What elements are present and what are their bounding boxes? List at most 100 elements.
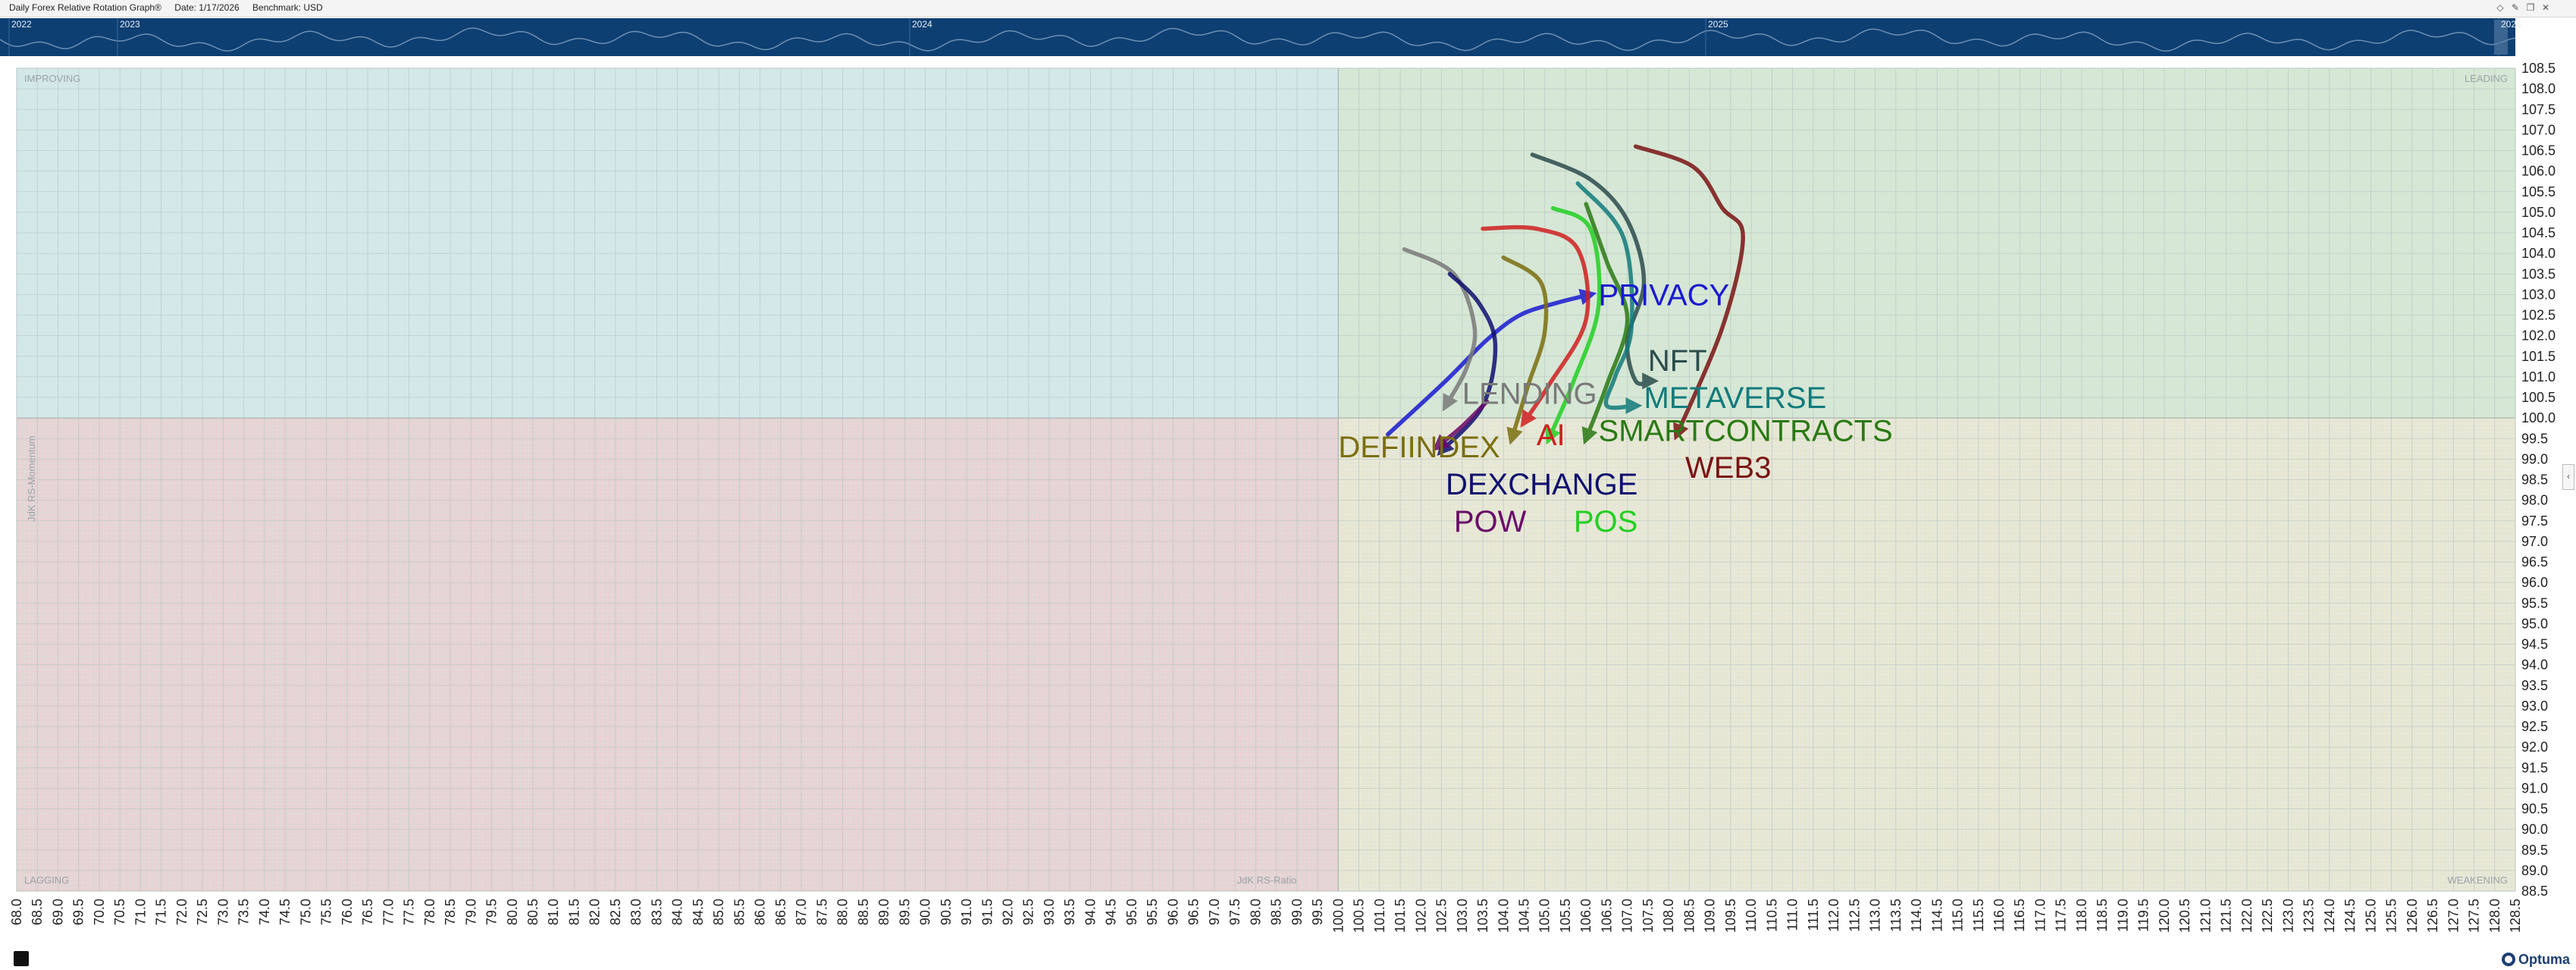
x-tick-label: 114.0 [1909, 899, 1924, 932]
x-tick-label: 70.5 [112, 899, 127, 925]
y-tick-label: 107.5 [2521, 102, 2556, 117]
x-tick-label: 93.5 [1062, 899, 1077, 925]
x-tick-label: 74.5 [277, 899, 293, 925]
x-tick-label: 109.0 [1703, 899, 1718, 933]
y-tick-label: 102.0 [2521, 328, 2556, 344]
y-tick-label: 93.0 [2521, 698, 2548, 714]
x-tick-label: 95.5 [1145, 899, 1160, 925]
x-tick-label: 99.0 [1290, 899, 1305, 925]
y-tick-label: 108.0 [2521, 81, 2556, 96]
x-tick-label: 125.5 [2384, 899, 2399, 933]
x-tick-label: 105.0 [1537, 899, 1553, 933]
y-tick-label: 89.5 [2521, 843, 2548, 858]
x-tick-label: 119.5 [2136, 899, 2151, 932]
chart-title: Daily Forex Relative Rotation Graph® [9, 2, 161, 13]
x-tick-label: 88.5 [856, 899, 871, 925]
x-tick-label: 85.0 [711, 899, 726, 925]
x-tick-label: 99.5 [1310, 899, 1325, 925]
optuma-logo-icon [2501, 953, 2515, 966]
y-tick-label: 96.5 [2521, 554, 2548, 570]
y-tick-label: 97.0 [2521, 534, 2548, 549]
timeline-year-label: 2026 [2501, 19, 2521, 30]
x-tick-label: 110.5 [1764, 899, 1779, 932]
x-tick-label: 91.5 [979, 899, 995, 925]
x-tick-label: 108.0 [1661, 899, 1676, 933]
title-bar: Daily Forex Relative Rotation Graph® Dat… [0, 0, 2576, 17]
side-panel-toggle[interactable]: ‹ [2562, 464, 2574, 490]
x-tick-label: 106.0 [1578, 899, 1594, 933]
x-tick-label: 107.5 [1641, 899, 1656, 933]
x-tick-label: 111.5 [1806, 899, 1821, 931]
x-tick-label: 76.5 [360, 899, 375, 925]
pin-icon[interactable]: ✎ [2511, 2, 2520, 13]
quadrant-label-weakening: WEAKENING [2448, 874, 2508, 886]
x-tick-label: 84.5 [691, 899, 706, 925]
tail-defiindex [1501, 255, 1549, 445]
grid-major [16, 67, 2516, 892]
x-tick-label: 86.5 [773, 899, 788, 925]
x-tick-label: 122.0 [2239, 899, 2255, 933]
series-label-defiindex: DEFIINDEX [1338, 431, 1500, 464]
series-label-smartcontracts: SMARTCONTRACTS [1599, 414, 1893, 447]
x-tick-label: 83.5 [649, 899, 664, 925]
quadrant-label-lagging: LAGGING [24, 874, 69, 886]
tail-pos [1545, 206, 1602, 445]
y-tick-label: 99.0 [2521, 451, 2548, 466]
timeline-strip[interactable]: 2022 2023 2024 2025 2026 [0, 18, 2521, 56]
tail-pow [1432, 399, 1490, 451]
logo-text: Optuma [2518, 951, 2570, 967]
close-icon[interactable]: ✕ [2541, 2, 2550, 13]
x-tick-label: 97.0 [1207, 899, 1222, 925]
x-tick-label: 117.0 [2032, 899, 2048, 932]
timeline-years: 2022 2023 2024 2025 2026 [8, 18, 2521, 56]
y-tick-label: 102.5 [2521, 308, 2556, 323]
x-tick-label: 112.0 [1826, 899, 1841, 932]
x-tick-label: 118.5 [2095, 899, 2110, 932]
y-tick-label: 93.5 [2521, 678, 2548, 693]
quadrant-leading [1338, 68, 2515, 419]
x-tick-label: 121.5 [2219, 899, 2234, 933]
x-tick-label: 128.5 [2508, 899, 2523, 933]
x-tick-label: 124.0 [2322, 899, 2337, 933]
timeline-handle[interactable] [2494, 20, 2508, 55]
y-tick-label: 98.5 [2521, 472, 2548, 488]
y-tick-label: 98.0 [2521, 493, 2548, 508]
diamond-icon[interactable]: ◇ [2496, 2, 2504, 13]
x-tick-label: 77.0 [381, 899, 396, 925]
settings-button[interactable] [14, 951, 29, 966]
y-axis-ticks: 88.5 89.0 89.5 90.0 90.5 91.0 91.5 92.0 92.5 93.0… [2521, 61, 2556, 899]
x-tick-label: 82.5 [608, 899, 623, 925]
y-tick-label: 92.0 [2521, 739, 2548, 755]
x-tick-label: 72.0 [174, 899, 190, 925]
plot-frame [16, 67, 2516, 892]
x-tick-label: 113.5 [1888, 899, 1904, 932]
x-tick-label: 71.0 [133, 899, 148, 925]
x-axis-ticks: 68.0 68.5 69.0 69.5 70.0 70.5 71.0 71.5 72.0 72.5… [9, 899, 2523, 933]
x-tick-label: 84.0 [670, 899, 685, 925]
tail-nft [1530, 152, 1659, 390]
y-tick-label: 89.0 [2521, 863, 2548, 878]
x-tick-label: 77.5 [402, 899, 417, 925]
y-tick-label: 88.5 [2521, 884, 2548, 899]
x-tick-label: 104.0 [1496, 899, 1511, 933]
x-tick-label: 95.0 [1124, 899, 1139, 925]
x-tick-label: 123.5 [2302, 899, 2317, 933]
tail-ai [1481, 224, 1590, 428]
x-tick-label: 114.5 [1929, 899, 1945, 932]
timeline-year-label: 2025 [1708, 19, 1728, 30]
x-tick-label: 89.5 [897, 899, 912, 925]
x-tick-label: 108.5 [1681, 899, 1697, 933]
x-tick-label: 73.5 [237, 899, 252, 925]
x-tick-label: 80.0 [505, 899, 520, 925]
x-tick-label: 68.5 [30, 899, 45, 925]
y-tick-label: 104.0 [2521, 246, 2556, 261]
x-tick-label: 106.5 [1599, 899, 1614, 933]
y-tick-label: 92.5 [2521, 719, 2548, 734]
restore-icon[interactable]: ❐ [2526, 2, 2535, 13]
x-tick-label: 118.0 [2074, 899, 2089, 932]
y-tick-label: 97.5 [2521, 513, 2548, 529]
x-tick-label: 85.5 [732, 899, 747, 925]
tail-web3 [1633, 144, 1745, 441]
